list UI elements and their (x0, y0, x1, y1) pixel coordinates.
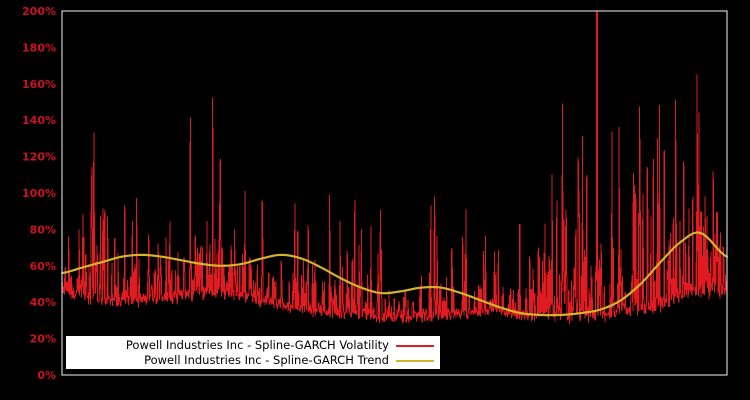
y-tick-label: 160% (22, 78, 56, 91)
legend-entry-volatility: Powell Industries Inc - Spline-GARCH Vol… (66, 338, 440, 353)
y-tick-label: 40% (30, 296, 56, 309)
y-tick-label: 120% (22, 151, 56, 164)
y-tick-label: 0% (37, 369, 56, 382)
legend-swatch-trend (396, 355, 434, 366)
y-tick-label: 200% (22, 5, 56, 18)
legend-entry-trend: Powell Industries Inc - Spline-GARCH Tre… (66, 353, 440, 368)
y-tick-label: 80% (30, 223, 56, 236)
legend-label-volatility: Powell Industries Inc - Spline-GARCH Vol… (125, 338, 389, 352)
series-line-volatility (61, 10, 728, 324)
legend-label-trend: Powell Industries Inc - Spline-GARCH Tre… (144, 353, 389, 367)
y-tick-label: 100% (22, 187, 56, 200)
y-axis-tick-labels: 0% 20% 40% 60% 80% 100% 120% 140% 160% 180% 200% (22, 5, 56, 382)
y-tick-label: 180% (22, 41, 56, 54)
y-tick-label: 140% (22, 114, 56, 127)
series-line-trend (60, 231, 729, 317)
series-layer (60, 10, 729, 324)
y-tick-label: 60% (30, 260, 56, 273)
y-tick-label: 20% (30, 333, 56, 346)
axes-spines (61, 10, 728, 376)
legend-swatch-volatility (396, 340, 434, 351)
chart-legend[interactable]: Powell Industries Inc - Spline-GARCH Vol… (66, 336, 440, 369)
